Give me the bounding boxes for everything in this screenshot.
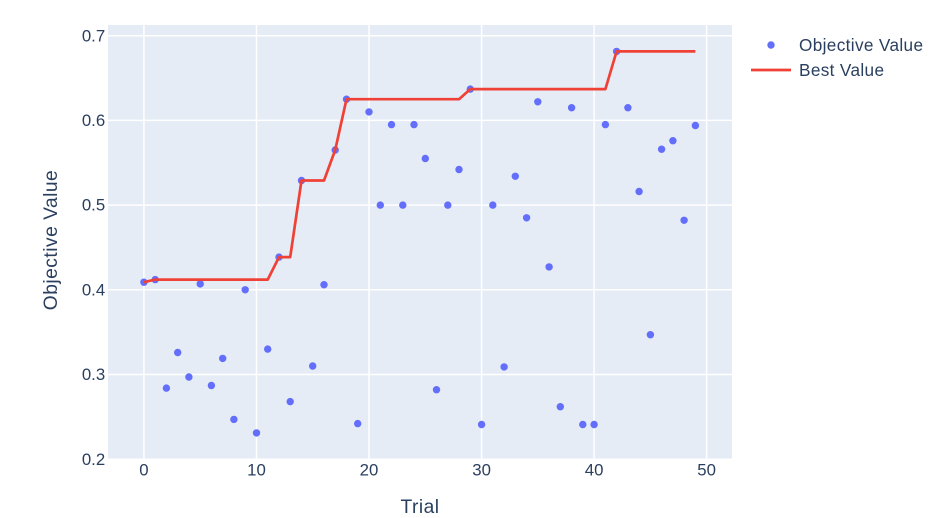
svg-text:0.5: 0.5 xyxy=(82,196,105,215)
svg-text:0.2: 0.2 xyxy=(82,450,105,469)
svg-text:50: 50 xyxy=(697,461,716,480)
svg-text:0.7: 0.7 xyxy=(82,26,105,45)
svg-text:30: 30 xyxy=(472,461,491,480)
svg-text:0.6: 0.6 xyxy=(82,111,105,130)
svg-text:0.4: 0.4 xyxy=(82,280,105,299)
svg-text:Trial: Trial xyxy=(400,497,439,518)
svg-text:20: 20 xyxy=(360,461,379,480)
svg-text:Objective Value: Objective Value xyxy=(41,170,62,310)
svg-text:Best Value: Best Value xyxy=(799,60,884,80)
svg-text:0.3: 0.3 xyxy=(82,365,105,384)
svg-text:40: 40 xyxy=(585,461,604,480)
svg-text:10: 10 xyxy=(247,461,266,480)
svg-text:0: 0 xyxy=(139,461,148,480)
svg-text:Objective Value: Objective Value xyxy=(799,35,923,55)
